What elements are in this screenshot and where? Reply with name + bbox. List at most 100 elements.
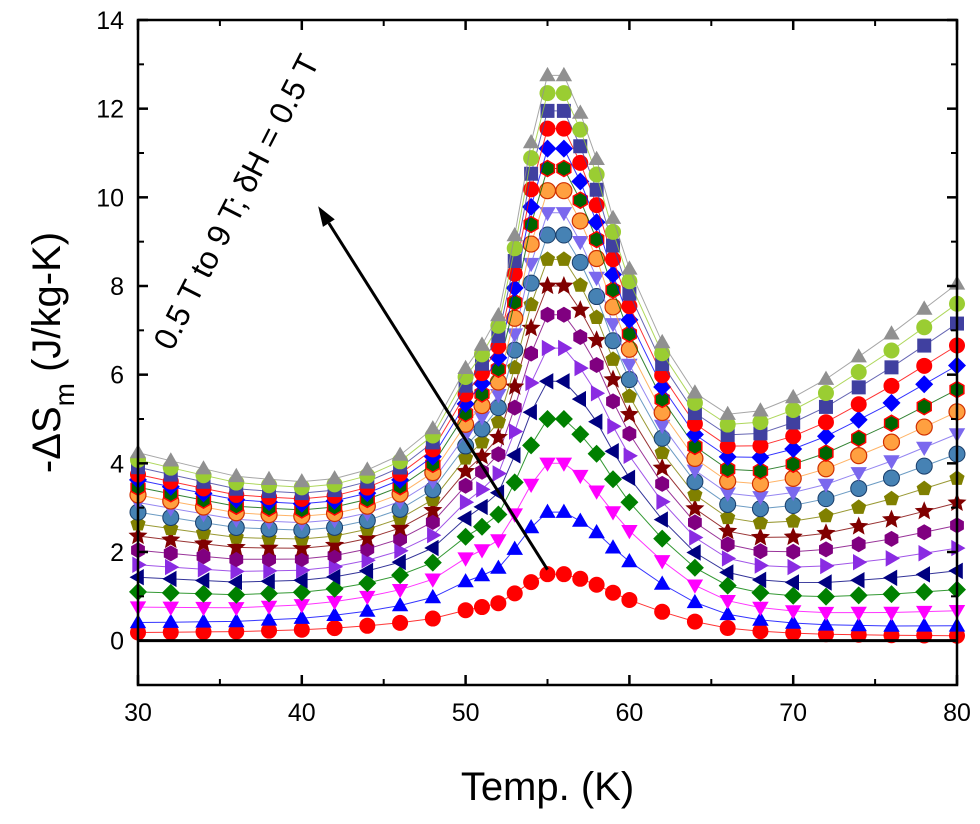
data-point — [228, 602, 245, 617]
data-point — [817, 587, 835, 606]
data-point — [604, 470, 622, 489]
data-point — [228, 623, 245, 640]
data-point — [229, 551, 244, 568]
data-point — [556, 103, 571, 118]
data-point — [195, 613, 212, 628]
data-point — [689, 529, 704, 546]
data-point — [686, 593, 704, 609]
data-point — [490, 559, 507, 574]
data-point — [882, 509, 901, 528]
data-point — [850, 396, 867, 413]
data-point — [621, 525, 638, 540]
data-point — [456, 527, 475, 546]
data-point — [490, 389, 507, 404]
data-point — [752, 514, 768, 530]
data-point — [538, 182, 557, 200]
data-point — [785, 625, 802, 642]
data-point — [686, 384, 704, 399]
data-point — [819, 541, 833, 558]
data-point — [917, 524, 932, 541]
data-point — [588, 485, 605, 500]
data-point — [589, 357, 604, 373]
data-point — [605, 223, 622, 240]
data-point — [489, 505, 508, 524]
data-point — [326, 470, 343, 485]
data-point — [459, 493, 475, 511]
y-tick-label: 10 — [96, 184, 124, 212]
data-point — [538, 276, 557, 295]
data-point — [505, 376, 525, 395]
data-point — [555, 207, 573, 222]
data-point — [606, 393, 620, 410]
data-point — [574, 359, 589, 377]
data-point — [719, 438, 736, 455]
data-point — [884, 360, 899, 375]
data-point — [260, 470, 278, 485]
data-point — [882, 469, 900, 487]
data-point — [555, 182, 573, 200]
data-point — [572, 469, 589, 485]
data-point — [619, 404, 639, 423]
data-point — [359, 602, 376, 617]
data-point — [522, 404, 537, 421]
y-tick-label: 14 — [96, 7, 124, 35]
series-layer — [128, 66, 967, 644]
data-point — [883, 569, 898, 587]
data-point — [850, 479, 868, 497]
data-point — [753, 426, 768, 441]
data-point — [817, 606, 835, 622]
data-point — [655, 475, 670, 492]
data-point — [358, 562, 374, 580]
data-point — [916, 441, 933, 456]
data-point — [785, 513, 801, 528]
data-point — [587, 330, 607, 349]
data-point — [555, 503, 573, 518]
data-point — [555, 120, 572, 137]
data-point — [654, 367, 671, 384]
y-axis-title-suffix: (J/kg-K) — [25, 232, 69, 383]
data-point — [719, 405, 736, 420]
data-point — [785, 388, 802, 404]
data-point — [718, 576, 737, 595]
data-point — [605, 584, 622, 601]
data-point — [572, 236, 589, 251]
data-point — [816, 523, 836, 542]
data-point — [883, 377, 900, 394]
data-point — [719, 595, 736, 610]
data-point — [785, 614, 802, 629]
data-point — [720, 509, 736, 525]
data-point — [196, 548, 211, 565]
data-point — [539, 66, 556, 82]
data-point — [457, 359, 474, 374]
data-point — [571, 390, 586, 408]
data-point — [590, 385, 606, 402]
data-point — [751, 571, 767, 589]
data-point — [751, 583, 770, 602]
data-point — [491, 446, 506, 463]
data-point — [720, 460, 736, 479]
data-point — [476, 481, 491, 498]
data-point — [506, 447, 521, 464]
data-point — [688, 514, 702, 531]
data-point — [226, 537, 246, 556]
data-point — [588, 413, 603, 430]
data-point — [785, 401, 802, 418]
data-point — [357, 528, 377, 547]
data-point — [359, 590, 376, 606]
series-18 — [129, 66, 966, 488]
data-point — [197, 561, 212, 578]
data-point — [572, 154, 589, 171]
data-point — [507, 359, 523, 375]
y-tick-label: 2 — [110, 539, 124, 567]
data-point — [572, 104, 589, 119]
data-point — [885, 550, 900, 567]
data-point — [604, 209, 622, 224]
data-point — [490, 413, 506, 429]
data-point — [457, 552, 474, 567]
data-point — [817, 370, 835, 385]
data-point — [393, 530, 407, 547]
data-point — [571, 253, 589, 271]
data-point — [589, 182, 604, 197]
data-point — [820, 557, 835, 575]
y-tick-label: 0 — [110, 628, 124, 656]
